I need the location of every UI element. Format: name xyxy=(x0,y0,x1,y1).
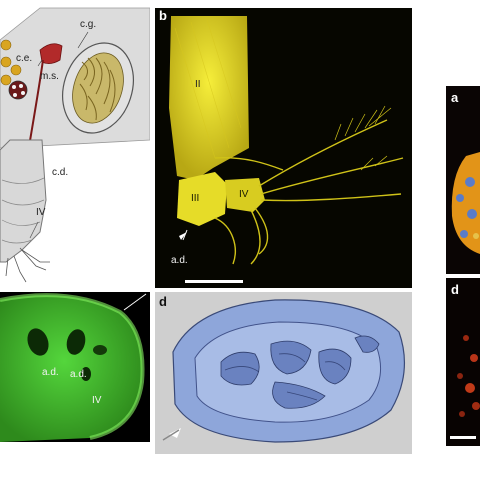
label-iii: III xyxy=(191,193,200,204)
label-c-e: c.e. xyxy=(16,53,33,64)
panel-b-letter: b xyxy=(159,8,167,23)
label-iv-schematic: IV xyxy=(36,207,46,218)
render-structures xyxy=(220,335,380,409)
schematic-panel: c.g. c.e. m.s. c.d. IV xyxy=(0,0,150,285)
rosette-cell xyxy=(19,84,23,88)
abdomen-body xyxy=(0,139,47,263)
panel-right-top: a xyxy=(446,86,480,274)
label-c-d: c.d. xyxy=(52,167,69,178)
schematic-drawing xyxy=(0,7,150,283)
segment-iii xyxy=(177,172,227,226)
rosette-cell xyxy=(21,91,25,95)
panel-right-top-image xyxy=(451,152,480,254)
dark-cavity xyxy=(27,328,49,356)
label-a-d-c2: a.d. xyxy=(70,369,87,380)
rosette-cell xyxy=(13,93,17,97)
scale-bar xyxy=(450,436,476,439)
panel-c-image xyxy=(0,293,147,442)
segment-ii xyxy=(169,16,249,180)
panel-d-letter: d xyxy=(159,294,167,309)
egg-dot xyxy=(0,56,12,68)
dark-cavity xyxy=(66,329,86,355)
c-e-rosette xyxy=(8,80,28,100)
label-c-g: c.g. xyxy=(80,19,97,30)
egg-dot xyxy=(0,39,12,51)
panel-d: d xyxy=(155,292,412,454)
bristles xyxy=(214,119,404,265)
label-a-d-b: a.d. xyxy=(171,255,188,266)
dark-cavity xyxy=(81,367,91,381)
cerci xyxy=(5,247,50,283)
panel-right-top-letter: a xyxy=(451,90,459,105)
egg-dot xyxy=(10,64,22,76)
abdomen-segments xyxy=(1,177,45,244)
panel-right-bottom: d xyxy=(446,278,480,446)
label-iv-c: IV xyxy=(92,395,102,406)
segment-iv xyxy=(225,178,265,212)
panel-right-bottom-image xyxy=(450,335,480,439)
label-ii: II xyxy=(195,79,201,90)
rosette-cell xyxy=(12,85,16,89)
cell-cluster xyxy=(451,152,480,254)
panel-d-image xyxy=(162,299,406,443)
label-iv-b: IV xyxy=(239,189,249,200)
c-g-tubules xyxy=(79,57,116,121)
panel-c: a.d. a.d. IV xyxy=(0,292,150,442)
panel-b-image xyxy=(169,16,404,283)
label-a-d-c1: a.d. xyxy=(42,367,59,378)
bristle-hairs xyxy=(334,105,392,171)
panel-b: b II III IV a.d. xyxy=(155,8,412,288)
egg-dot xyxy=(0,74,12,86)
label-m-s: m.s. xyxy=(40,71,59,82)
scale-bar xyxy=(185,280,243,283)
panel-right-bottom-letter: d xyxy=(451,282,459,297)
m-s-sac xyxy=(39,43,63,64)
